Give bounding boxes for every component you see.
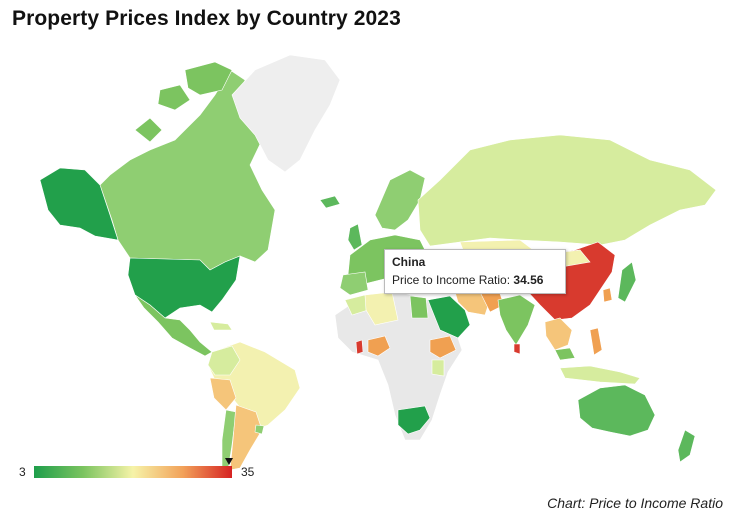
country-iceland[interactable]: [319, 195, 341, 209]
tooltip-country: China: [392, 255, 426, 269]
legend-min-label: 3: [19, 465, 26, 479]
country-egypt[interactable]: [409, 295, 429, 319]
map-tooltip: China Price to Income Ratio: 34.56: [384, 249, 566, 294]
country-nigeria[interactable]: [367, 335, 391, 357]
chart-source-note: Chart: Price to Income Ratio: [547, 495, 723, 511]
legend-value-marker: [225, 458, 234, 465]
country-australia[interactable]: [577, 384, 656, 437]
region-caribbean: [209, 321, 233, 331]
country-japan[interactable]: [617, 261, 637, 303]
country-uruguay[interactable]: [254, 424, 265, 435]
country-ghana[interactable]: [355, 339, 364, 355]
country-colombia[interactable]: [207, 345, 241, 376]
country-indonesia[interactable]: [559, 365, 641, 385]
country-kenya[interactable]: [431, 359, 445, 377]
country-south-korea[interactable]: [602, 287, 613, 303]
tooltip-metric-label: Price to Income Ratio:: [392, 273, 514, 287]
legend-color-scale: [34, 466, 232, 478]
country-argentina[interactable]: [229, 404, 263, 471]
country-russia[interactable]: [417, 134, 717, 247]
country-spain[interactable]: [339, 271, 369, 296]
region-greenland: [231, 54, 341, 173]
country-ethiopia[interactable]: [429, 335, 457, 359]
country-philippines[interactable]: [589, 327, 603, 356]
country-new-zealand[interactable]: [677, 429, 696, 463]
world-map: [39, 54, 717, 473]
tooltip-metric-line: Price to Income Ratio: 34.56: [392, 273, 558, 287]
country-south-africa[interactable]: [397, 405, 431, 435]
region-scandinavia: [374, 169, 426, 231]
legend-max-label: 35: [241, 465, 255, 479]
chart-title: Property Prices Index by Country 2023: [12, 7, 401, 30]
tooltip-value: 34.56: [513, 273, 544, 287]
country-peru[interactable]: [209, 377, 237, 411]
country-canada-islands: [134, 61, 233, 143]
country-sri-lanka[interactable]: [513, 343, 521, 355]
country-usa-alaska[interactable]: [39, 167, 119, 241]
country-uk[interactable]: [347, 223, 363, 251]
country-india[interactable]: [497, 294, 536, 346]
country-malaysia[interactable]: [554, 347, 576, 361]
region-southeast-asia: [544, 317, 573, 351]
